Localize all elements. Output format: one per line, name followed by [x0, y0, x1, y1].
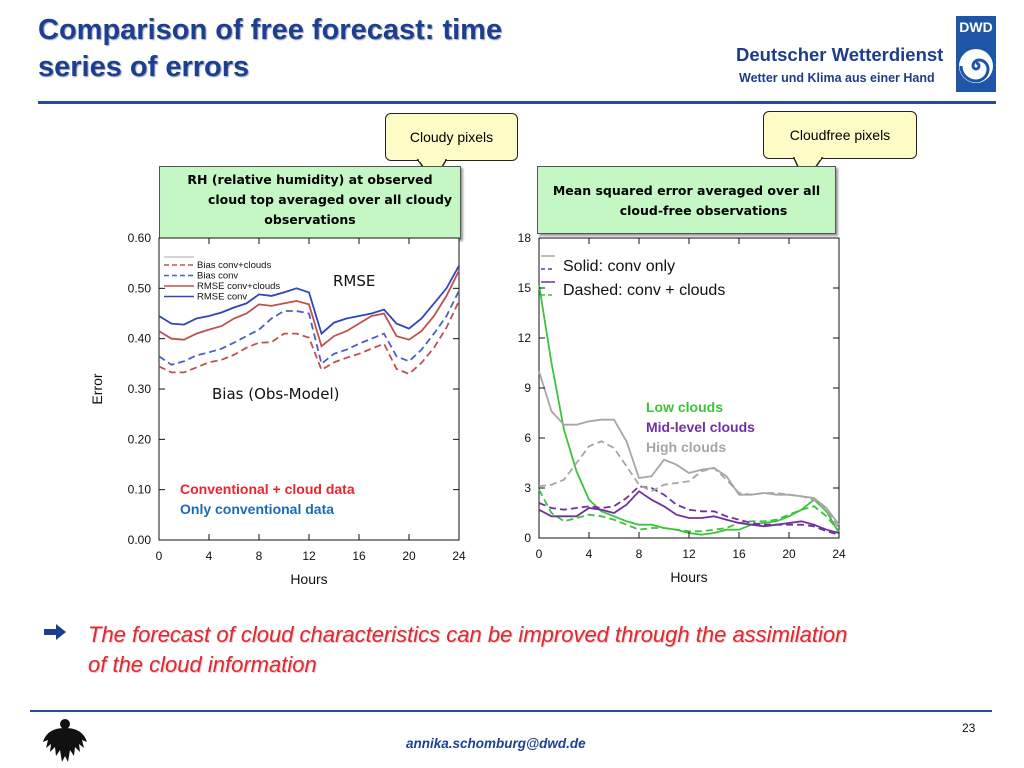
x-tick-label: 12 — [302, 549, 316, 563]
series-line — [538, 371, 840, 526]
left-y-axis-title: Error — [89, 373, 105, 404]
series-line — [538, 489, 840, 533]
y-tick-label: 0.50 — [128, 281, 152, 295]
right-arrow-icon — [44, 624, 66, 640]
title-line-2: series of errors — [38, 51, 250, 83]
left-plot-frame — [158, 237, 460, 541]
right-x-axis-title: Hours — [670, 569, 707, 585]
series-line — [158, 265, 460, 336]
x-tick-label: 20 — [402, 549, 416, 563]
title-divider — [38, 101, 996, 104]
conclusion-line-2: of the cloud information — [88, 652, 317, 677]
x-tick-label: 24 — [832, 547, 846, 561]
title-line-1: Comparison of free forecast: time — [38, 14, 503, 46]
x-tick-label: 8 — [636, 547, 643, 561]
y-tick-label: 0.20 — [128, 432, 152, 446]
x-tick-label: 4 — [586, 547, 593, 561]
bias-annotation: Bias (Obs-Model) — [212, 385, 340, 403]
series-line — [158, 290, 460, 366]
y-tick-label: 18 — [518, 231, 532, 245]
x-tick-label: 24 — [452, 549, 466, 563]
x-tick-label: 16 — [732, 547, 746, 561]
right-plot-frame — [538, 237, 840, 539]
x-tick-label: 4 — [206, 549, 213, 563]
footer-email: annika.schomburg@dwd.de — [406, 736, 586, 751]
x-tick-label: 16 — [352, 549, 366, 563]
x-tick-label: 8 — [256, 549, 263, 563]
cloudy-pixels-label: Cloudy pixels — [409, 129, 494, 145]
solid-line-annotation: Solid: conv only — [563, 258, 675, 275]
y-tick-label: 0 — [524, 531, 531, 545]
y-tick-label: 0.60 — [128, 231, 152, 245]
federal-eagle-icon — [43, 719, 87, 762]
x-tick-label: 0 — [156, 549, 163, 563]
dwd-logo-label: DWD — [959, 19, 993, 35]
series-line — [538, 490, 840, 534]
conclusion-line-1: The forecast of cloud characteristics ca… — [88, 622, 848, 647]
y-tick-label: 3 — [524, 481, 531, 495]
series-line — [538, 440, 840, 529]
page-number: 23 — [962, 721, 976, 735]
y-tick-label: 0.30 — [128, 382, 152, 396]
right-chart-description: Mean squared error averaged over all clo… — [537, 166, 836, 234]
x-tick-label: 12 — [682, 547, 696, 561]
rmse-annotation: RMSE — [333, 272, 375, 290]
dashed-line-annotation: Dashed: conv + clouds — [563, 282, 725, 299]
right-description-line-2: cloud-free observations — [619, 203, 788, 218]
footer-divider — [30, 710, 992, 712]
high-clouds-label: High clouds — [646, 439, 726, 455]
series-line — [158, 270, 460, 348]
y-tick-label: 15 — [518, 281, 532, 295]
y-tick-label: 9 — [524, 381, 531, 395]
x-tick-label: 20 — [782, 547, 796, 561]
cloudfree-pixels-label: Cloudfree pixels — [789, 127, 891, 143]
legend-entry: RMSE conv — [197, 292, 247, 303]
left-description-line-2: cloud top averaged over all cloudy — [207, 192, 453, 207]
legend-entry: RMSE conv+clouds — [197, 281, 280, 292]
y-tick-label: 0.00 — [128, 533, 152, 547]
low-clouds-label: Low clouds — [646, 399, 723, 415]
right-description-line-1: Mean squared error averaged over all — [552, 183, 821, 198]
y-tick-label: 0.40 — [128, 332, 152, 346]
legend-entry: Bias conv — [197, 271, 238, 282]
dwd-logo: DWD — [956, 16, 996, 92]
left-description-line-3: observations — [264, 212, 356, 227]
logo-name: Deutscher Wetterdienst — [736, 44, 944, 65]
slide-title: Comparison of free forecast: time series … — [38, 12, 658, 86]
logo-tagline: Wetter und Klima aus einer Hand — [739, 71, 935, 85]
cloudfree-pixels-callout: Cloudfree pixels — [763, 111, 917, 184]
dwd-spiral-icon — [959, 49, 993, 83]
y-tick-label: 12 — [518, 331, 532, 345]
conclusion-text: The forecast of cloud characteristics ca… — [88, 620, 988, 680]
series-line — [158, 300, 460, 375]
y-tick-label: 0.10 — [128, 483, 152, 497]
left-x-axis-title: Hours — [290, 571, 327, 587]
only-conv-annotation: Only conventional data — [180, 501, 334, 517]
series-line — [538, 485, 840, 536]
legend-entry: Bias conv+clouds — [197, 260, 271, 271]
y-tick-label: 6 — [524, 431, 531, 445]
left-description-line-1: RH (relative humidity) at observed — [187, 172, 433, 187]
mid-clouds-label: Mid-level clouds — [646, 419, 755, 435]
x-tick-label: 0 — [536, 547, 543, 561]
conv-cloud-annotation: Conventional + cloud data — [180, 481, 355, 497]
